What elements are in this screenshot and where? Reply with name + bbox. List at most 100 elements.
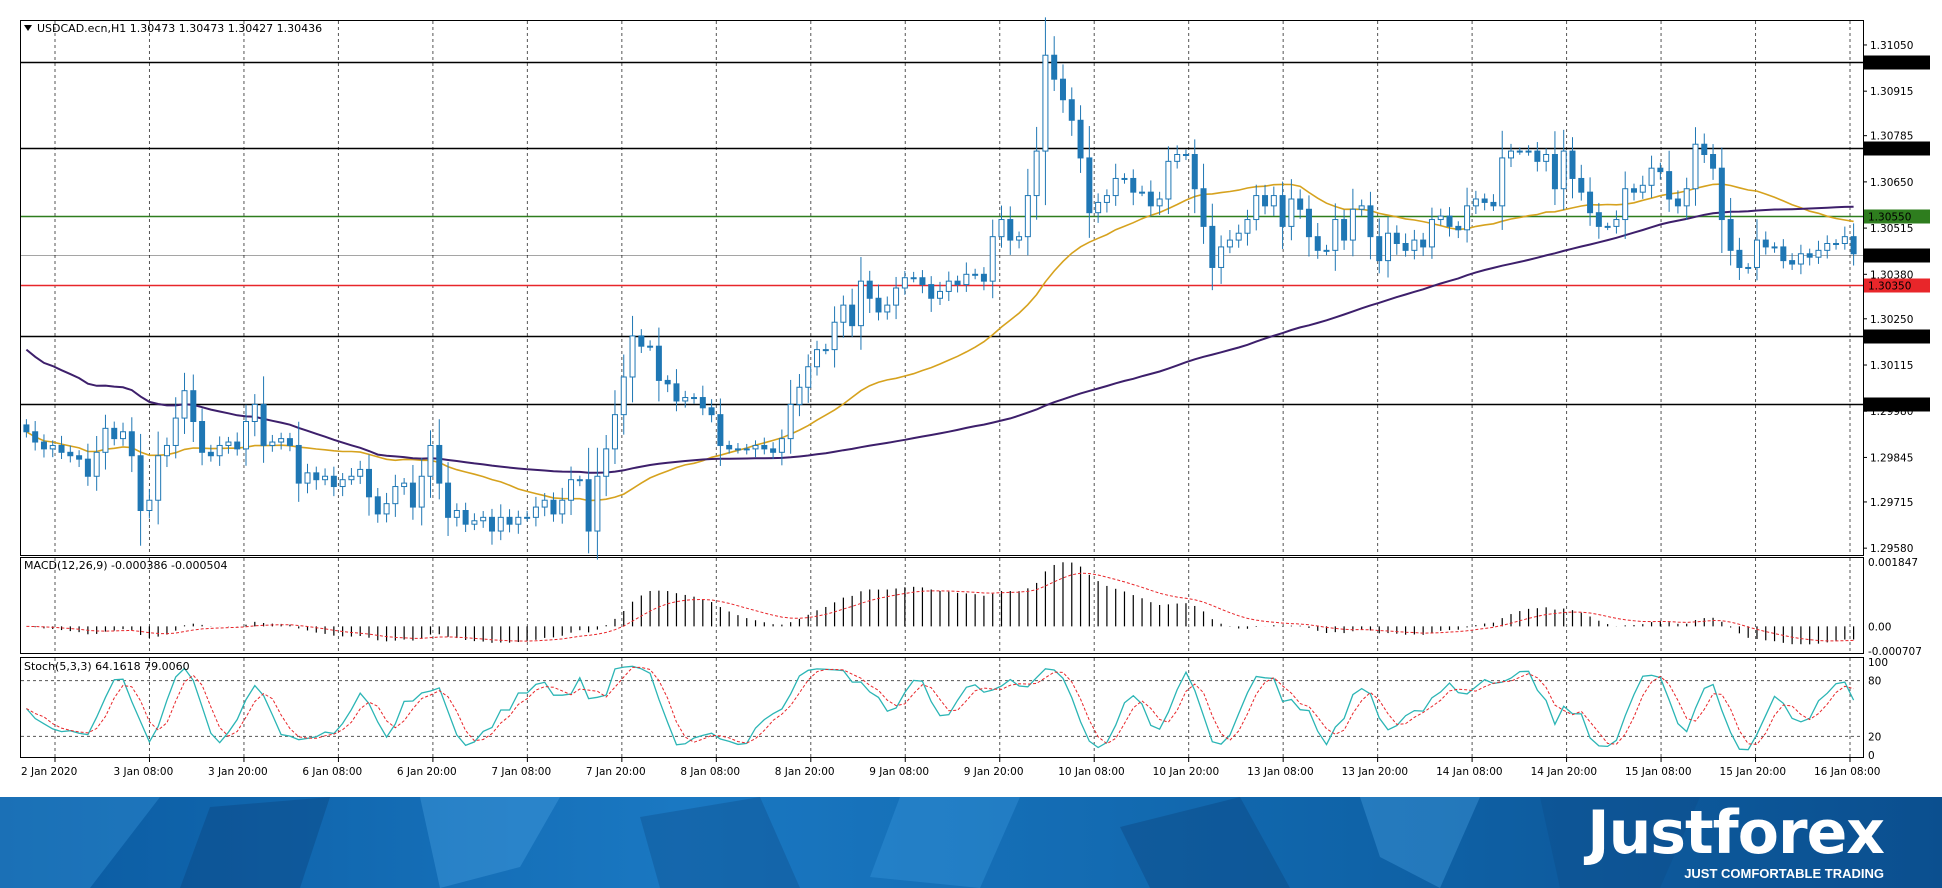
candle-body (155, 455, 162, 501)
candle-body (1516, 150, 1523, 153)
candle-body (1824, 243, 1831, 251)
candle-body (278, 438, 285, 443)
candle-body (1059, 78, 1066, 101)
candle-body (32, 431, 39, 443)
candle-body (1569, 150, 1576, 179)
y-tick-label: 1.29580 (1870, 543, 1913, 555)
candle-body (1182, 154, 1189, 156)
y-tick-label: 1.29980 (1870, 406, 1913, 418)
candle-body (40, 441, 47, 450)
candle-body (1472, 198, 1479, 207)
candle-body (1200, 188, 1207, 227)
y-tick-label: 1.30380 (1870, 269, 1913, 281)
y-tick-label: 1.30650 (1870, 177, 1913, 189)
candle-body (120, 431, 127, 440)
candle-body (128, 431, 135, 457)
candle-body (963, 273, 970, 286)
candle-body (1288, 198, 1295, 227)
candle-body (181, 390, 188, 419)
candle-body (1218, 246, 1225, 268)
candle-body (1780, 246, 1787, 262)
candle-body (251, 403, 258, 422)
candle-body (1007, 219, 1014, 241)
candle-body (1604, 225, 1611, 228)
macd-y-tick-label: 0.001847 (1868, 557, 1918, 569)
candle-body (234, 441, 241, 450)
candle-body (418, 475, 425, 508)
candle-body (1033, 150, 1040, 197)
candle-body (1551, 154, 1558, 190)
macd-y-tick-label: 0.00 (1868, 621, 1891, 633)
candle-body (857, 280, 864, 327)
candle-body (365, 468, 372, 498)
ma-slow-line (25, 205, 1854, 474)
candle-body (1420, 239, 1427, 248)
candle-body (1051, 54, 1058, 80)
x-tick-label: 3 Jan 20:00 (208, 766, 268, 778)
current-price-label: 1.30436 (1868, 251, 1912, 263)
candle-body (163, 444, 170, 457)
candle-body (1393, 232, 1400, 245)
candle-body (67, 451, 74, 457)
candle-body (207, 451, 214, 457)
candle-body (1262, 195, 1269, 207)
candle-body (453, 510, 460, 518)
candle-body (84, 458, 91, 477)
price-level-tag (1864, 209, 1930, 224)
candle-body (620, 376, 627, 416)
candle-body (488, 516, 495, 532)
x-tick-label: 14 Jan 08:00 (1436, 766, 1502, 778)
candle-body (901, 277, 908, 289)
price-level-tag (1864, 397, 1930, 412)
x-tick-label: 7 Jan 20:00 (586, 766, 646, 778)
candle-body (1797, 253, 1804, 265)
stoch-panel-frame (20, 657, 1864, 758)
candle-body (199, 421, 206, 453)
stochastic-indicator: 100 80 20 0 (21, 657, 1888, 762)
candle-body (313, 472, 320, 481)
candle-body (814, 349, 821, 368)
candle-body (304, 472, 311, 484)
candle-body (1806, 253, 1813, 258)
candle-body (1481, 198, 1488, 203)
y-tick-label: 1.30915 (1870, 86, 1913, 98)
candle-body (1534, 150, 1541, 162)
candle-body (1270, 195, 1277, 207)
price-axis: 1.31050 1.30915 1.30785 1.30650 1.30515 1.303… (1863, 40, 1913, 555)
candle-body (1499, 157, 1506, 207)
candle-body (1622, 188, 1629, 221)
candle-body (1086, 157, 1093, 214)
candle-body (708, 407, 715, 416)
dropdown-arrow-icon[interactable] (24, 25, 32, 31)
x-tick-label: 6 Jan 20:00 (397, 766, 457, 778)
candle-body (1068, 99, 1075, 121)
candle-body (1077, 119, 1084, 159)
x-tick-label: 9 Jan 20:00 (964, 766, 1024, 778)
candle-body (1024, 195, 1031, 238)
candle-body (594, 475, 601, 532)
candle-body (225, 441, 232, 446)
price-chart[interactable]: 1.31000 1.30750 1.30550 1.30350 1.30200 1.300… (0, 0, 1942, 797)
candle-body (216, 444, 223, 457)
price-level-label: 1.30000 (1868, 400, 1911, 412)
candle-body (172, 417, 179, 446)
candle-body (1428, 219, 1435, 248)
candle-body (1367, 205, 1374, 238)
candle-body (1841, 236, 1848, 244)
candle-body (734, 448, 741, 451)
candle-body (383, 503, 390, 515)
price-level-tag (1864, 141, 1930, 156)
candlestick-series (23, 17, 1857, 560)
candle-body (1595, 212, 1602, 227)
banner-pattern (0, 797, 1700, 888)
candle-body (1630, 188, 1637, 193)
horizontal-levels[interactable]: 1.31000 1.30750 1.30550 1.30350 1.30200 1.300… (21, 55, 1930, 412)
stoch-y-tick-label: 100 (1868, 657, 1888, 669)
candle-body (1789, 260, 1796, 265)
candle-body (1718, 167, 1725, 221)
x-tick-label: 16 Jan 08:00 (1814, 766, 1880, 778)
y-tick-label: 1.31050 (1870, 40, 1913, 52)
candle-body (1613, 219, 1620, 227)
candle-body (796, 386, 803, 405)
